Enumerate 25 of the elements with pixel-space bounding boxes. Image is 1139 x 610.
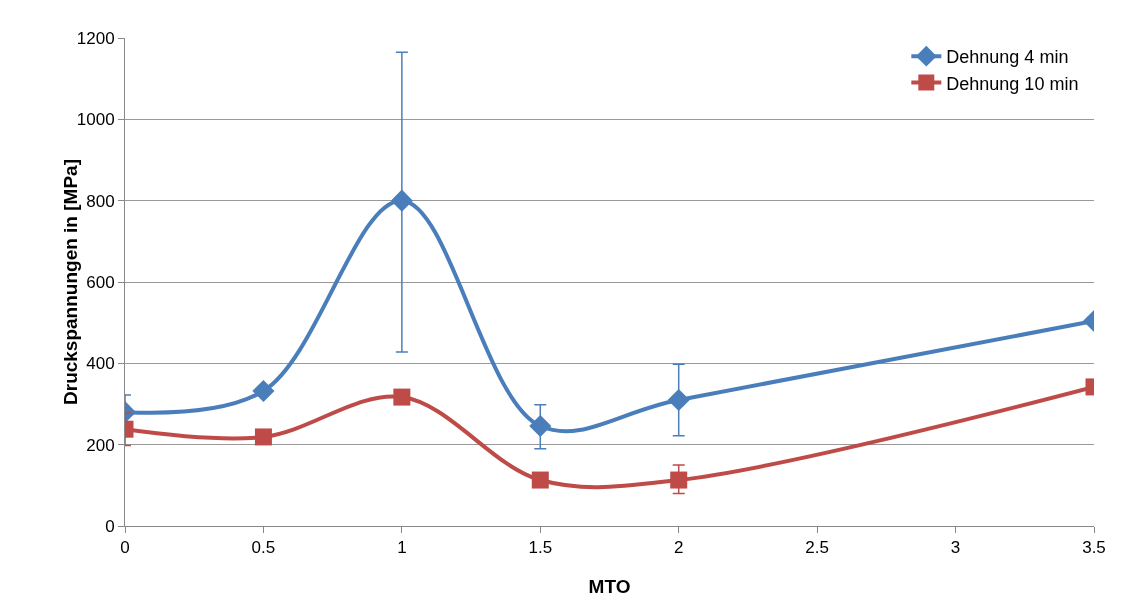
- y-tick-label: 200: [86, 435, 115, 455]
- x-tick-label: 2.5: [805, 538, 829, 558]
- y-axis-title: Druckspannungen in [MPa]: [60, 159, 81, 405]
- x-tick-label: 3.5: [1082, 538, 1106, 558]
- x-tick-label: 0.5: [251, 538, 276, 558]
- point: [393, 388, 411, 406]
- y-tick-label: 400: [86, 354, 115, 374]
- x-tick-label: 2: [673, 538, 684, 558]
- point: [529, 414, 552, 438]
- x-tick-label: 1.5: [528, 538, 553, 558]
- y-tick-label: 1000: [76, 110, 115, 130]
- legend-label: Dehnung 4 min: [946, 47, 1069, 68]
- x-tick-label: 3: [950, 538, 961, 558]
- point: [670, 471, 688, 489]
- y-tick-label: 800: [86, 191, 115, 211]
- point: [667, 388, 690, 411]
- y-tick-label: 0: [105, 516, 115, 536]
- legend-label: Dehnung 10 min: [946, 73, 1079, 94]
- x-axis-title: MTO: [588, 576, 631, 597]
- x-tick-label: 1: [397, 538, 407, 558]
- y-tick-label: 600: [86, 272, 115, 292]
- point: [390, 189, 413, 212]
- y-tick-label: 1200: [76, 28, 115, 48]
- x-tick-label: 0: [120, 538, 130, 558]
- point: [531, 471, 549, 489]
